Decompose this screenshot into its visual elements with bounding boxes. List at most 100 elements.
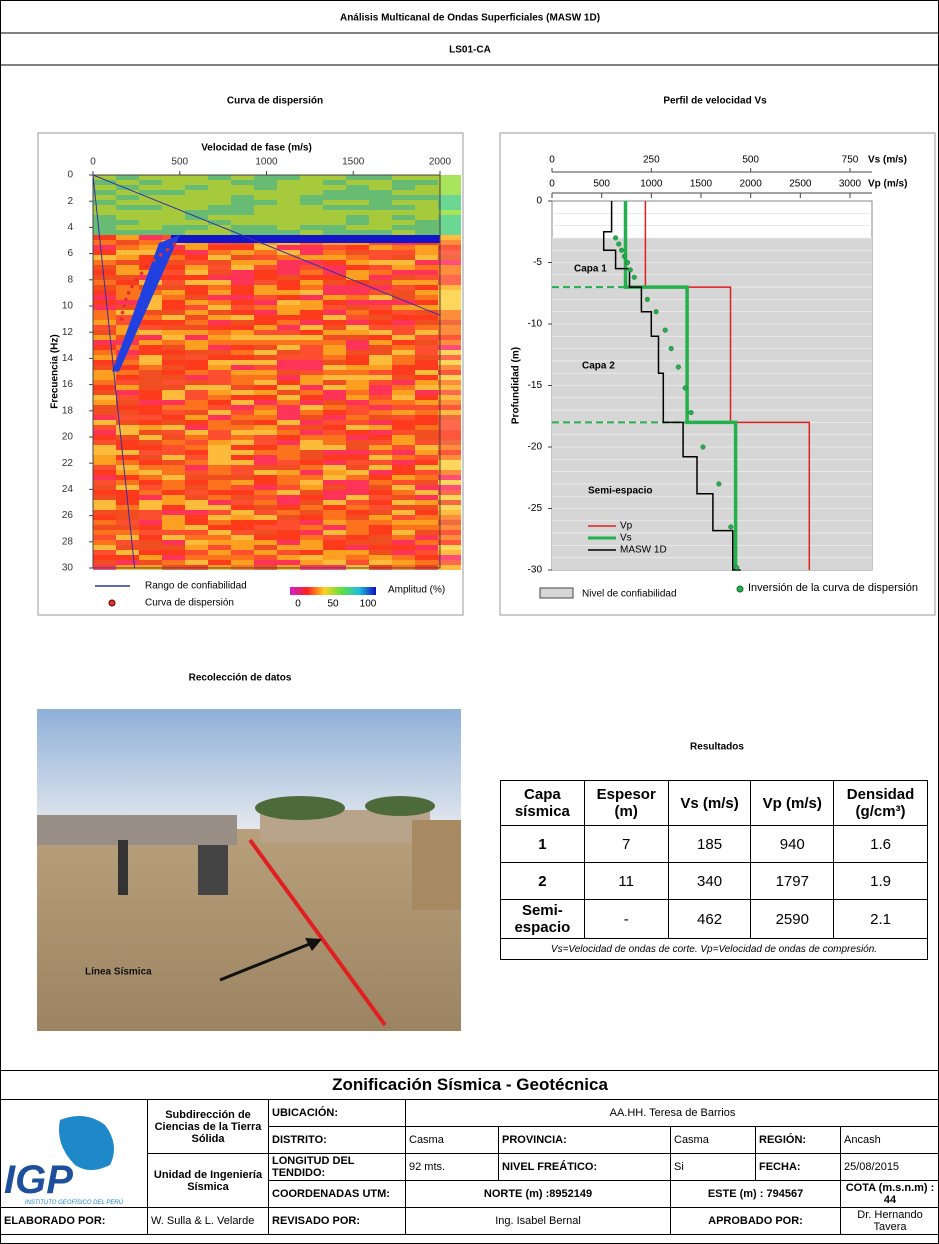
heatmap-cell xyxy=(208,445,231,450)
heatmap-cell xyxy=(277,250,300,255)
heatmap-cell xyxy=(323,365,346,370)
field-label: NIVEL FREÁTICO: xyxy=(498,1153,671,1181)
heatmap-cell xyxy=(369,415,392,420)
inversion-point xyxy=(631,274,637,280)
table-cell: 1797 xyxy=(750,862,835,900)
heatmap-cell xyxy=(93,325,116,330)
heatmap-cell xyxy=(392,280,415,285)
heatmap-cell xyxy=(231,540,254,545)
heatmap-cell xyxy=(139,430,162,435)
heatmap-cell xyxy=(346,325,369,330)
heatmap-cell xyxy=(185,195,208,200)
heatmap-cell xyxy=(346,260,369,265)
heatmap-cell xyxy=(185,260,208,265)
heatmap-cell xyxy=(208,425,231,430)
heatmap-cell xyxy=(254,410,277,415)
heatmap-cell xyxy=(369,180,392,185)
heatmap-cell xyxy=(300,225,323,230)
heatmap-cell xyxy=(392,460,415,465)
heatmap-cell xyxy=(346,335,369,340)
heatmap-cell xyxy=(415,325,438,330)
heatmap-cell xyxy=(392,545,415,550)
heatmap-cell xyxy=(185,320,208,325)
heatmap-cell xyxy=(300,365,323,370)
y-tick-label: 22 xyxy=(62,458,74,469)
heatmap-cell xyxy=(139,225,162,230)
heatmap-cell xyxy=(438,345,461,350)
heatmap-cell xyxy=(392,450,415,455)
heatmap-cell xyxy=(392,190,415,195)
heatmap-cell xyxy=(438,385,461,390)
heatmap-cell xyxy=(300,195,323,200)
heatmap-cell xyxy=(116,350,139,355)
heatmap-cell xyxy=(323,545,346,550)
heatmap-cell xyxy=(254,440,277,445)
heatmap-cell xyxy=(231,490,254,495)
heatmap-cell xyxy=(231,485,254,490)
heatmap-cell xyxy=(208,545,231,550)
heatmap-cell xyxy=(346,270,369,275)
heatmap-cell xyxy=(116,520,139,525)
heatmap-cell xyxy=(369,265,392,270)
heatmap-cell xyxy=(346,410,369,415)
heatmap-cell xyxy=(300,515,323,520)
heatmap-cell xyxy=(254,275,277,280)
heatmap-cell xyxy=(346,495,369,500)
heatmap-cell xyxy=(116,485,139,490)
heatmap-cell xyxy=(346,510,369,515)
table-row: Semi-espacio -462 2590 2.1 xyxy=(500,899,928,939)
profile-line xyxy=(623,201,738,570)
heatmap-cell xyxy=(392,510,415,515)
heatmap-cell xyxy=(185,485,208,490)
x-tick-label: 1500 xyxy=(342,157,365,168)
heatmap-cell xyxy=(231,475,254,480)
field-label: DISTRITO: xyxy=(268,1126,406,1154)
heatmap-cell xyxy=(300,250,323,255)
legend-label: MASW 1D xyxy=(620,545,667,556)
heatmap-cell xyxy=(415,225,438,230)
heatmap-cell xyxy=(323,465,346,470)
heatmap-cell xyxy=(346,195,369,200)
heatmap-cell xyxy=(415,300,438,305)
heatmap-cell xyxy=(93,520,116,525)
heatmap-cell xyxy=(369,300,392,305)
heatmap-cell xyxy=(392,180,415,185)
heatmap-cell xyxy=(162,180,185,185)
heatmap-cell xyxy=(346,515,369,520)
heatmap-cell xyxy=(162,545,185,550)
heatmap-cell xyxy=(346,340,369,345)
heatmap-cell xyxy=(277,210,300,215)
heatmap-cell xyxy=(231,270,254,275)
heatmap-cell xyxy=(323,525,346,530)
heatmap-cell xyxy=(392,345,415,350)
heatmap-cell xyxy=(277,470,300,475)
heatmap-cell xyxy=(231,340,254,345)
heatmap-cell xyxy=(208,255,231,260)
heatmap-cell xyxy=(438,210,461,215)
heatmap-cell xyxy=(162,425,185,430)
field-label: REGIÓN: xyxy=(755,1126,841,1154)
heatmap-cell xyxy=(116,205,139,210)
heatmap-cell xyxy=(300,340,323,345)
heatmap-cell xyxy=(300,295,323,300)
heatmap-cell xyxy=(415,250,438,255)
heatmap-cell xyxy=(346,285,369,290)
heatmap-cell xyxy=(369,370,392,375)
heatmap-cell xyxy=(438,340,461,345)
heatmap-cell xyxy=(139,365,162,370)
y-tick-label: 18 xyxy=(62,405,74,416)
heatmap-cell xyxy=(162,510,185,515)
heatmap-cell xyxy=(392,550,415,555)
heatmap-cell xyxy=(438,175,461,180)
heatmap-cell xyxy=(116,400,139,405)
heatmap-cell xyxy=(369,520,392,525)
heatmap-cell xyxy=(208,380,231,385)
heatmap-cell xyxy=(300,200,323,205)
heatmap-cell xyxy=(93,435,116,440)
heatmap-cell xyxy=(139,240,162,245)
heatmap-cell xyxy=(162,480,185,485)
heatmap-cell xyxy=(231,470,254,475)
heatmap-cell xyxy=(231,505,254,510)
heatmap-cell xyxy=(277,505,300,510)
inversion-point xyxy=(613,235,619,241)
